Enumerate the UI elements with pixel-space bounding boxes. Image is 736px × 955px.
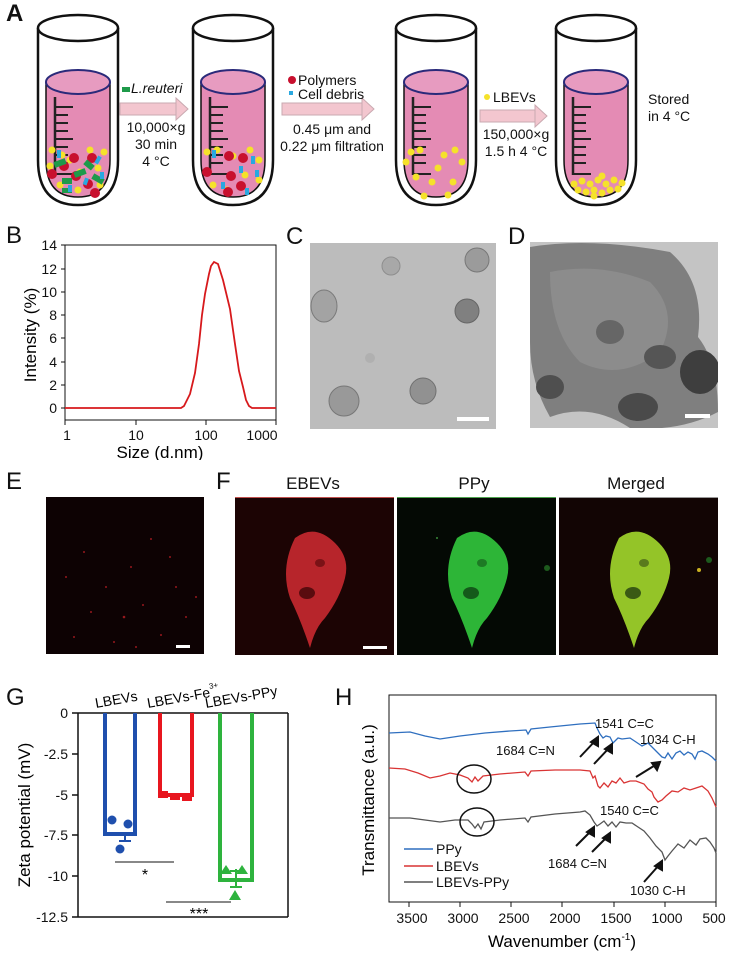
svg-text:500: 500 bbox=[702, 910, 726, 926]
panel-label-f: F bbox=[216, 468, 231, 495]
y-axis-label: Transmittance (a.u.) bbox=[359, 724, 378, 875]
sig-star-2: *** bbox=[190, 906, 209, 923]
svg-text:-5: -5 bbox=[56, 787, 69, 803]
annot-ppy-1541: 1541 C=C bbox=[595, 716, 654, 731]
final-note-line2: in 4 °C bbox=[648, 108, 691, 124]
panel-label-b: B bbox=[6, 222, 23, 249]
step1-temp: 4 °C bbox=[142, 153, 170, 169]
step1-conditions: 10,000×g 30 min 4 °C bbox=[116, 119, 196, 170]
tube-4 bbox=[554, 13, 638, 207]
final-storage-note: Stored in 4 °C bbox=[648, 91, 690, 125]
svg-text:12: 12 bbox=[41, 261, 57, 277]
lbevs-ppy-spectrum bbox=[389, 810, 717, 862]
fluorescence-ppy bbox=[397, 497, 556, 655]
step2-legend-debris: Cell debris bbox=[298, 86, 365, 102]
f-title-ebevs: EBEVs bbox=[286, 474, 340, 493]
svg-text:8: 8 bbox=[49, 307, 57, 323]
tube-2 bbox=[191, 13, 275, 207]
svg-text:1: 1 bbox=[63, 427, 71, 443]
dls-curve bbox=[65, 260, 276, 409]
svg-text:1000: 1000 bbox=[651, 910, 682, 926]
annot-ppy-1034: 1034 C-H bbox=[640, 732, 696, 747]
y-axis-label: Intensity (%) bbox=[21, 288, 40, 382]
legend-ppy: PPy bbox=[436, 841, 462, 857]
step1-legend: L.reuteri bbox=[131, 80, 183, 96]
f-title-merged: Merged bbox=[607, 474, 665, 493]
y-tick-0: 0 bbox=[49, 400, 57, 416]
tube-3 bbox=[394, 13, 478, 207]
panel-label-a: A bbox=[6, 0, 24, 27]
scale-bar-d bbox=[685, 414, 710, 418]
panel-label-e: E bbox=[6, 468, 23, 495]
step2-filter-2: 0.22 μm filtration bbox=[280, 138, 384, 154]
f-title-ppy: PPy bbox=[458, 474, 490, 493]
scale-bar-c bbox=[457, 417, 489, 421]
svg-text:6: 6 bbox=[49, 330, 57, 346]
panel-b-dls-chart: 0 2 4 6 8 10 12 14 1 10 100 1000 Size (d… bbox=[21, 237, 278, 460]
step1-time: 30 min bbox=[134, 136, 178, 152]
ppy-spectrum bbox=[388, 722, 717, 762]
panel-a-schematic bbox=[36, 13, 638, 207]
svg-text:10: 10 bbox=[128, 427, 144, 443]
scale-bar-e bbox=[176, 645, 190, 648]
annot-lbevsppy-1684: 1684 C=N bbox=[548, 856, 607, 871]
fluorescence-merged bbox=[559, 497, 718, 655]
x-axis-label: Wavenumber (cm-1) bbox=[488, 932, 636, 951]
final-note-line1: Stored bbox=[648, 91, 690, 107]
step2-legend-polymers: Polymers bbox=[298, 72, 357, 88]
panel-label-d: D bbox=[508, 223, 526, 250]
svg-text:2500: 2500 bbox=[498, 910, 529, 926]
annot-lbevsppy-1540: 1540 C=C bbox=[600, 803, 659, 818]
svg-text:-12.5: -12.5 bbox=[36, 909, 68, 925]
step3-time-temp: 1.5 h 4 °C bbox=[484, 143, 548, 159]
bar-fe bbox=[158, 713, 194, 797]
scale-bar-f bbox=[363, 646, 387, 649]
svg-text:1500: 1500 bbox=[600, 910, 631, 926]
svg-text:-2.5: -2.5 bbox=[44, 746, 68, 762]
step2-filter-1: 0.45 μm and bbox=[292, 121, 372, 137]
y-axis-label: Zeta potential (mV) bbox=[15, 743, 34, 888]
lbevs-spectrum bbox=[388, 767, 717, 808]
panel-label-h: H bbox=[335, 684, 353, 711]
cat-label-lbevs: LBEVs bbox=[94, 688, 139, 711]
tem-image-c bbox=[310, 243, 496, 429]
svg-text:10: 10 bbox=[41, 284, 57, 300]
step3-speed: 150,000×g bbox=[482, 126, 550, 142]
step1-speed: 10,000×g bbox=[126, 119, 186, 135]
annot-ppy-1684: 1684 C=N bbox=[496, 743, 555, 758]
svg-text:2: 2 bbox=[49, 377, 57, 393]
svg-text:100: 100 bbox=[194, 427, 218, 443]
panel-g-zeta-chart: 0 -2.5 -5 -7.5 -10 -12.5 Zeta potential … bbox=[15, 681, 289, 925]
legend: PPy LBEVs LBEVs-PPy bbox=[404, 841, 509, 890]
fluorescence-ebevs bbox=[235, 497, 394, 655]
tem-image-d bbox=[530, 242, 718, 428]
fluorescence-image-e bbox=[46, 497, 204, 654]
svg-text:4: 4 bbox=[49, 354, 57, 370]
svg-text:3000: 3000 bbox=[447, 910, 478, 926]
panel-label-c: C bbox=[286, 223, 304, 250]
svg-text:14: 14 bbox=[41, 237, 57, 253]
svg-text:-7.5: -7.5 bbox=[44, 827, 68, 843]
sig-star-1: * bbox=[142, 867, 148, 884]
step3-legend: LBEVs bbox=[493, 89, 536, 105]
step2-conditions: 0.45 μm and 0.22 μm filtration bbox=[272, 121, 392, 155]
x-axis-label: Size (d.nm) bbox=[117, 443, 204, 460]
panel-label-g: G bbox=[6, 684, 25, 711]
annot-lbevsppy-1030: 1030 C-H bbox=[630, 883, 686, 898]
step3-conditions: 150,000×g 1.5 h 4 °C bbox=[472, 126, 560, 160]
svg-text:3500: 3500 bbox=[396, 910, 427, 926]
svg-text:1000: 1000 bbox=[246, 427, 277, 443]
svg-text:0: 0 bbox=[60, 705, 68, 721]
svg-text:2000: 2000 bbox=[549, 910, 580, 926]
panel-h-ftir-chart: 3500 3000 2500 2000 1500 1000 500 Wavenu… bbox=[359, 694, 726, 951]
bar-lbevs bbox=[103, 713, 137, 836]
svg-text:-10: -10 bbox=[48, 868, 68, 884]
legend-lbevs: LBEVs bbox=[436, 858, 479, 874]
bar-ppy bbox=[218, 713, 254, 882]
tube-1 bbox=[36, 13, 120, 207]
legend-lbevs-ppy: LBEVs-PPy bbox=[436, 874, 509, 890]
